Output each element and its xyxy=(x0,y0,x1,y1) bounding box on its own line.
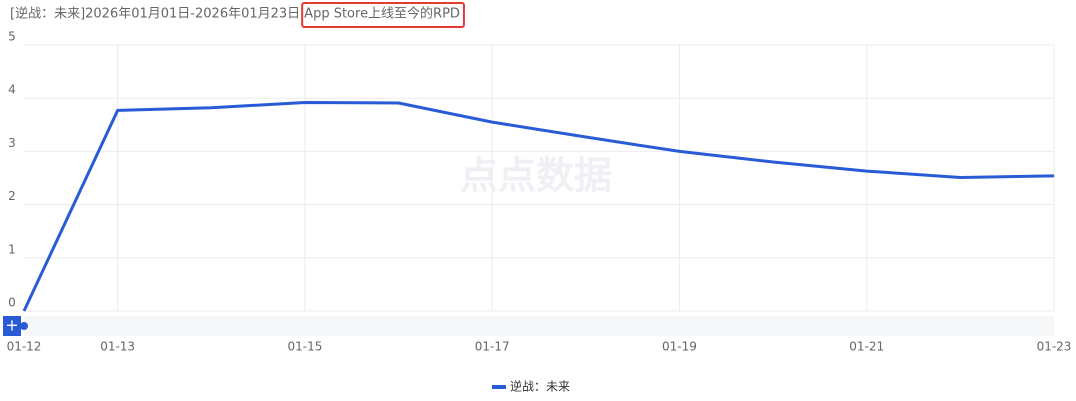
y-tick-label: 0 xyxy=(8,296,16,310)
x-tick-label: 01-19 xyxy=(662,340,697,354)
x-tick-label: 01-13 xyxy=(100,340,135,354)
zoom-handle[interactable] xyxy=(3,316,21,336)
zoom-dot xyxy=(20,322,28,330)
y-tick-label: 4 xyxy=(8,83,16,97)
y-tick-label: 5 xyxy=(8,30,16,44)
y-tick-label: 2 xyxy=(8,189,16,203)
x-tick-label: 01-12 xyxy=(7,340,42,354)
y-tick-label: 1 xyxy=(8,242,16,256)
highlighted-title: App Store上线至今的RPD xyxy=(304,6,460,22)
x-tick-label: 01-15 xyxy=(287,340,322,354)
legend-label: 逆战：未来 xyxy=(510,379,570,394)
y-tick-label: 3 xyxy=(8,136,16,150)
x-tick-label: 01-23 xyxy=(1037,340,1072,354)
zoom-plus: + xyxy=(5,316,18,335)
x-tick-label: 01-21 xyxy=(849,340,884,354)
chart-title: [逆战：未来]2026年01月01日-2026年01月23日 xyxy=(10,6,300,22)
highlight-box xyxy=(301,2,465,28)
watermark: 点点数据 xyxy=(460,154,612,198)
x-tick-label: 01-17 xyxy=(475,340,510,354)
zoom-slider[interactable] xyxy=(24,316,1054,336)
line xyxy=(22,100,1055,312)
